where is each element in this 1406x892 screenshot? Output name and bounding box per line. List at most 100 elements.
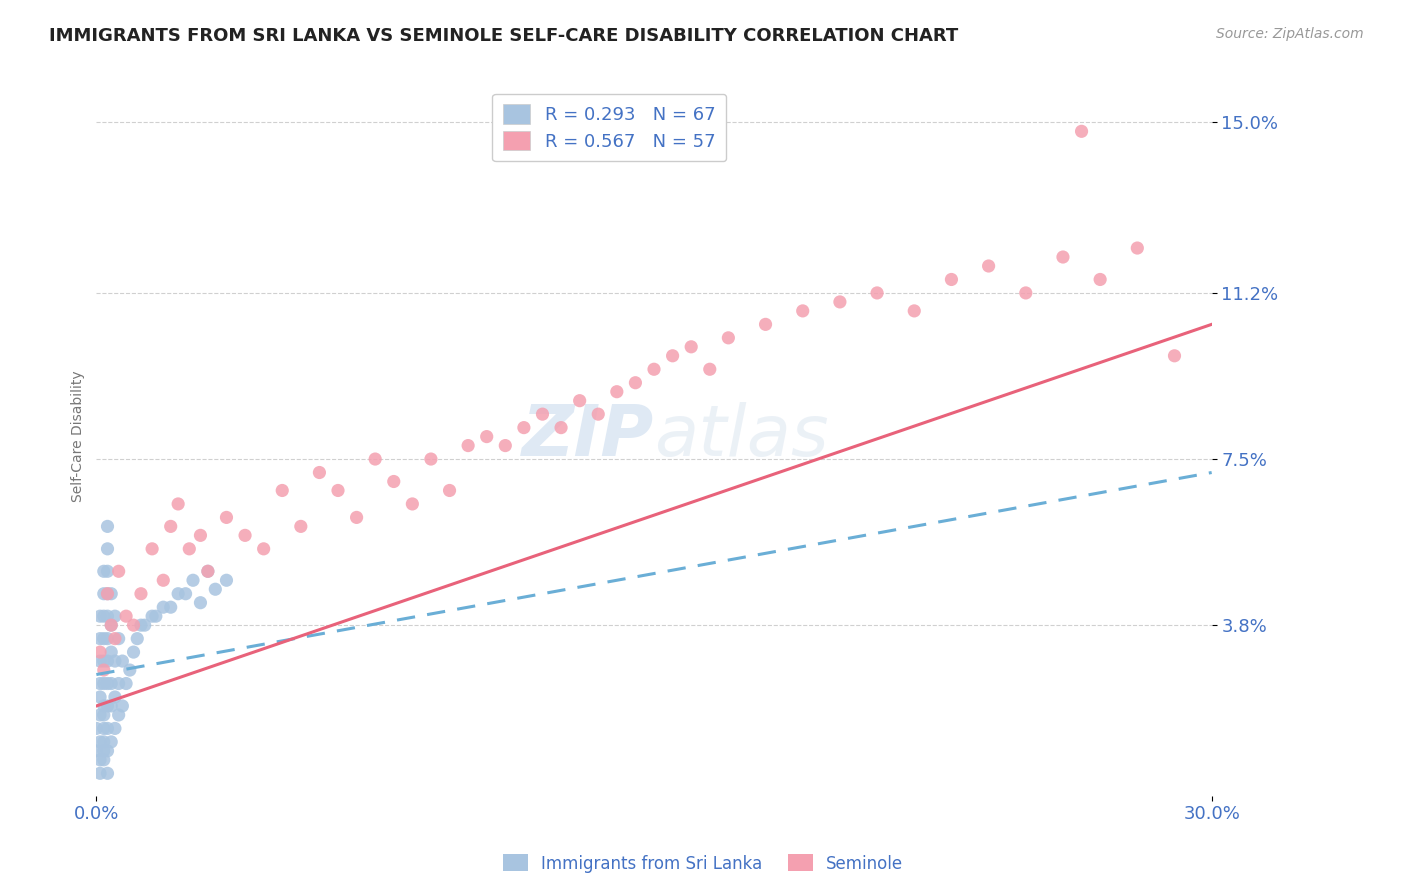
Point bbox=[93, 587, 115, 601]
Point bbox=[93, 722, 115, 736]
Point bbox=[204, 582, 226, 597]
Point bbox=[141, 541, 163, 556]
Point bbox=[100, 587, 122, 601]
Point bbox=[104, 609, 127, 624]
Point bbox=[93, 744, 115, 758]
Point bbox=[100, 645, 122, 659]
Point bbox=[93, 676, 115, 690]
Point bbox=[290, 519, 312, 533]
Point bbox=[100, 618, 122, 632]
Point bbox=[89, 753, 111, 767]
Point bbox=[107, 708, 129, 723]
Point bbox=[190, 528, 212, 542]
Point bbox=[93, 654, 115, 668]
Point bbox=[107, 632, 129, 646]
Point bbox=[401, 497, 423, 511]
Point bbox=[93, 698, 115, 713]
Point bbox=[118, 663, 141, 677]
Text: Source: ZipAtlas.com: Source: ZipAtlas.com bbox=[1216, 27, 1364, 41]
Point bbox=[89, 645, 111, 659]
Point bbox=[129, 618, 152, 632]
Legend: Immigrants from Sri Lanka, Seminole: Immigrants from Sri Lanka, Seminole bbox=[496, 847, 910, 880]
Point bbox=[107, 564, 129, 578]
Point bbox=[754, 318, 776, 332]
Point bbox=[96, 587, 118, 601]
Point bbox=[122, 645, 145, 659]
Point bbox=[346, 510, 368, 524]
Point bbox=[364, 452, 387, 467]
Point bbox=[624, 376, 647, 390]
Point bbox=[104, 632, 127, 646]
Point bbox=[89, 735, 111, 749]
Point bbox=[903, 304, 925, 318]
Point bbox=[197, 564, 219, 578]
Point bbox=[93, 663, 115, 677]
Point bbox=[717, 331, 740, 345]
Point bbox=[167, 497, 190, 511]
Point bbox=[792, 304, 814, 318]
Point bbox=[141, 609, 163, 624]
Point bbox=[167, 587, 190, 601]
Point bbox=[475, 429, 498, 443]
Point bbox=[1163, 349, 1185, 363]
Point bbox=[107, 676, 129, 690]
Point bbox=[494, 439, 516, 453]
Point bbox=[129, 587, 152, 601]
Point bbox=[89, 766, 111, 780]
Point bbox=[1052, 250, 1074, 264]
Point bbox=[271, 483, 294, 498]
Point bbox=[159, 519, 181, 533]
Point bbox=[100, 676, 122, 690]
Point bbox=[115, 609, 138, 624]
Point bbox=[643, 362, 665, 376]
Point bbox=[828, 294, 851, 309]
Point bbox=[1015, 285, 1038, 300]
Point bbox=[100, 735, 122, 749]
Point bbox=[100, 618, 122, 632]
Point bbox=[174, 587, 197, 601]
Point bbox=[93, 632, 115, 646]
Point bbox=[439, 483, 461, 498]
Point bbox=[115, 676, 138, 690]
Point bbox=[1088, 272, 1111, 286]
Point bbox=[96, 541, 118, 556]
Text: atlas: atlas bbox=[654, 402, 828, 471]
Point bbox=[104, 690, 127, 704]
Point bbox=[420, 452, 443, 467]
Point bbox=[89, 632, 111, 646]
Point bbox=[308, 466, 330, 480]
Point bbox=[152, 600, 174, 615]
Point bbox=[96, 676, 118, 690]
Point bbox=[326, 483, 349, 498]
Point bbox=[122, 618, 145, 632]
Point bbox=[100, 698, 122, 713]
Point bbox=[513, 420, 536, 434]
Point bbox=[152, 574, 174, 588]
Point bbox=[134, 618, 156, 632]
Point bbox=[89, 609, 111, 624]
Point bbox=[96, 519, 118, 533]
Point bbox=[96, 722, 118, 736]
Point bbox=[606, 384, 628, 399]
Point bbox=[179, 541, 201, 556]
Point bbox=[699, 362, 721, 376]
Point bbox=[89, 676, 111, 690]
Point bbox=[93, 735, 115, 749]
Point bbox=[96, 587, 118, 601]
Point bbox=[96, 609, 118, 624]
Point bbox=[181, 574, 204, 588]
Point bbox=[96, 632, 118, 646]
Text: ZIP: ZIP bbox=[522, 402, 654, 471]
Point bbox=[382, 475, 405, 489]
Point bbox=[96, 564, 118, 578]
Point bbox=[145, 609, 167, 624]
Point bbox=[190, 596, 212, 610]
Point bbox=[1126, 241, 1149, 255]
Point bbox=[568, 393, 591, 408]
Point bbox=[93, 609, 115, 624]
Point bbox=[89, 690, 111, 704]
Point bbox=[941, 272, 963, 286]
Point bbox=[215, 574, 238, 588]
Point bbox=[661, 349, 683, 363]
Point bbox=[866, 285, 889, 300]
